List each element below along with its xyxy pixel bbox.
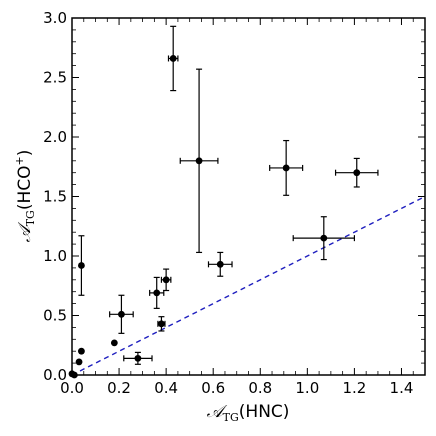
- data-point-14: [269, 139, 304, 196]
- data-point-5: [110, 339, 118, 347]
- y-tick-label: 0.5: [43, 307, 67, 325]
- y-tick-label: 2.5: [43, 69, 67, 87]
- data-point-marker: [75, 358, 83, 366]
- x-tick-label: 0.2: [107, 379, 131, 397]
- data-point-9: [157, 316, 166, 332]
- reference-line-layer: [72, 195, 425, 375]
- data-point-6: [109, 294, 134, 334]
- data-point-marker: [216, 260, 224, 268]
- data-point-4: [78, 235, 85, 296]
- data-point-marker: [78, 347, 85, 355]
- data-point-marker: [153, 289, 161, 297]
- x-tick-label: 1.0: [295, 379, 319, 397]
- data-point-marker: [158, 320, 165, 328]
- data-point-16: [334, 157, 379, 188]
- data-point-15: [292, 216, 355, 261]
- tick-labels-layer: 0.0 0.2 0.4 0.6 0.8 1.0 1.2 1.4 0.0 0.5 1.0 1.5 2.0 2…: [43, 9, 413, 397]
- y-tick-label: 1.5: [43, 188, 67, 206]
- x-tick-label: 1.4: [390, 379, 414, 397]
- y-tick-label: 0.0: [43, 366, 67, 384]
- x-axis-label: 𝒜TG(HNC): [207, 402, 290, 424]
- data-point-marker: [110, 339, 118, 347]
- x-tick-label: 0.0: [60, 379, 84, 397]
- x-tick-label: 0.6: [201, 379, 225, 397]
- data-point-marker: [353, 169, 361, 177]
- data-point-13: [207, 251, 233, 277]
- data-point-marker: [169, 55, 177, 62]
- data-point-2: [75, 358, 83, 366]
- reference-line: [72, 195, 425, 375]
- x-tick-label: 1.2: [342, 379, 366, 397]
- y-tick-label: 3.0: [43, 9, 67, 27]
- y-axis-label: 𝒜TG(HCO+): [13, 150, 37, 243]
- data-point-12: [179, 68, 219, 254]
- data-point-8: [149, 276, 165, 309]
- data-point-3: [78, 347, 85, 355]
- data-point-marker: [162, 276, 170, 284]
- data-point-marker: [78, 262, 85, 269]
- plot-frame: [71, 17, 426, 376]
- x-tick-label: 0.4: [154, 379, 178, 397]
- y-tick-label: 2.0: [43, 128, 67, 146]
- data-point-marker: [134, 354, 142, 362]
- y-tick-label: 1.0: [43, 247, 67, 265]
- data-point-marker: [282, 164, 290, 172]
- data-point-marker: [195, 157, 203, 165]
- data-point-marker: [118, 310, 125, 318]
- data-point-11: [167, 25, 179, 92]
- data-point-7: [123, 351, 153, 365]
- data-point-marker: [320, 234, 328, 242]
- data-point-10: [160, 268, 172, 292]
- x-tick-label: 0.8: [248, 379, 272, 397]
